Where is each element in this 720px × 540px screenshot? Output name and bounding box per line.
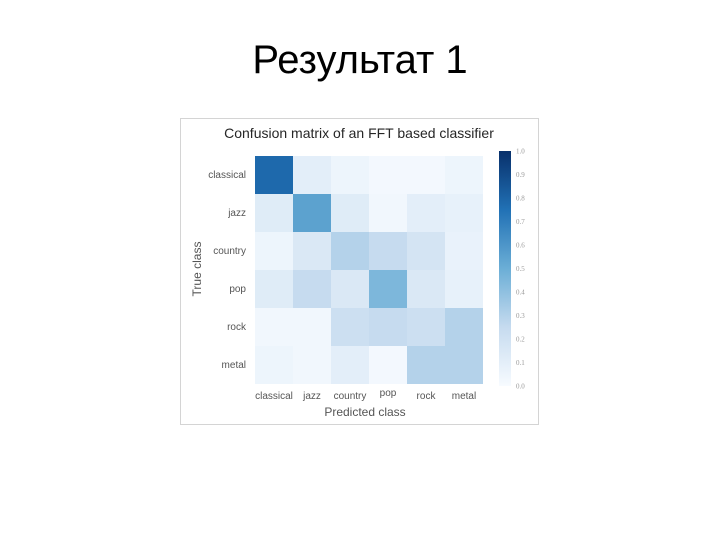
heatmap-cell-metal-metal — [445, 346, 483, 384]
heatmap-cell-country-pop — [369, 232, 407, 270]
heatmap-cell-country-classical — [255, 232, 293, 270]
heatmap-cell-pop-metal — [445, 270, 483, 308]
colorbar-tick-label: 0.5 — [516, 265, 525, 273]
heatmap-cell-classical-rock — [407, 156, 445, 194]
x-tick-label: metal — [452, 391, 476, 402]
x-axis-label: Predicted class — [324, 405, 405, 419]
heatmap-cell-rock-pop — [369, 308, 407, 346]
heatmap-cell-metal-classical — [255, 346, 293, 384]
chart-title: Confusion matrix of an FFT based classif… — [224, 125, 494, 141]
heatmap-cell-country-country — [331, 232, 369, 270]
heatmap-cell-jazz-rock — [407, 194, 445, 232]
heatmap-cell-metal-jazz — [293, 346, 331, 384]
heatmap-cell-pop-jazz — [293, 270, 331, 308]
heatmap-cell-rock-country — [331, 308, 369, 346]
heatmap-cell-jazz-pop — [369, 194, 407, 232]
heatmap-cell-country-metal — [445, 232, 483, 270]
heatmap-cell-jazz-classical — [255, 194, 293, 232]
y-tick-label: rock — [227, 322, 247, 333]
colorbar-tick-label: 0.3 — [516, 312, 525, 320]
heatmap-cell-classical-classical — [255, 156, 293, 194]
colorbar-tick-label: 0.4 — [516, 289, 525, 297]
heatmap-cell-rock-metal — [445, 308, 483, 346]
heatmap-cell-classical-metal — [445, 156, 483, 194]
heatmap-cell-jazz-metal — [445, 194, 483, 232]
heatmap-cell-classical-country — [331, 156, 369, 194]
heatmap-cell-metal-rock — [407, 346, 445, 384]
colorbar — [499, 151, 511, 386]
heatmap-cell-rock-classical — [255, 308, 293, 346]
heatmap-cell-classical-jazz — [293, 156, 331, 194]
x-tick-label: classical — [255, 391, 293, 402]
confusion-matrix-chart: Confusion matrix of an FFT based classif… — [190, 125, 525, 419]
heatmap-cell-classical-pop — [369, 156, 407, 194]
colorbar-tick-label: 0.2 — [516, 336, 525, 344]
colorbar-tick-label: 0.6 — [516, 242, 525, 250]
heatmap-cell-pop-country — [331, 270, 369, 308]
colorbar-tick-label: 0.0 — [516, 383, 525, 391]
x-tick-label: rock — [417, 391, 437, 402]
y-tick-label: pop — [229, 284, 246, 295]
colorbar-tick-label: 0.1 — [516, 359, 525, 367]
colorbar-tick-label: 0.8 — [516, 195, 525, 203]
slide-title: Результат 1 — [252, 38, 468, 82]
y-tick-label: classical — [208, 170, 246, 181]
x-tick-label: pop — [380, 388, 397, 399]
heatmap-cell-country-rock — [407, 232, 445, 270]
heatmap-cell-jazz-country — [331, 194, 369, 232]
y-axis-label: True class — [190, 242, 204, 297]
confusion-matrix-figure: Confusion matrix of an FFT based classif… — [180, 118, 539, 425]
heatmap-cell-metal-pop — [369, 346, 407, 384]
y-tick-label: metal — [222, 360, 246, 371]
colorbar-tick-label: 1.0 — [516, 148, 525, 156]
heatmap-cell-pop-pop — [369, 270, 407, 308]
y-tick-label: jazz — [227, 208, 246, 219]
colorbar-tick-label: 0.7 — [516, 218, 525, 226]
x-tick-label: jazz — [302, 391, 321, 402]
colorbar-tick-label: 0.9 — [516, 171, 525, 179]
heatmap-cell-metal-country — [331, 346, 369, 384]
heatmap-cell-rock-rock — [407, 308, 445, 346]
heatmap-cell-pop-classical — [255, 270, 293, 308]
heatmap-cell-jazz-jazz — [293, 194, 331, 232]
heatmap-cell-country-jazz — [293, 232, 331, 270]
x-tick-label: country — [334, 391, 367, 402]
heatmap-cell-rock-jazz — [293, 308, 331, 346]
heatmap-cell-pop-rock — [407, 270, 445, 308]
y-tick-label: country — [213, 246, 246, 257]
